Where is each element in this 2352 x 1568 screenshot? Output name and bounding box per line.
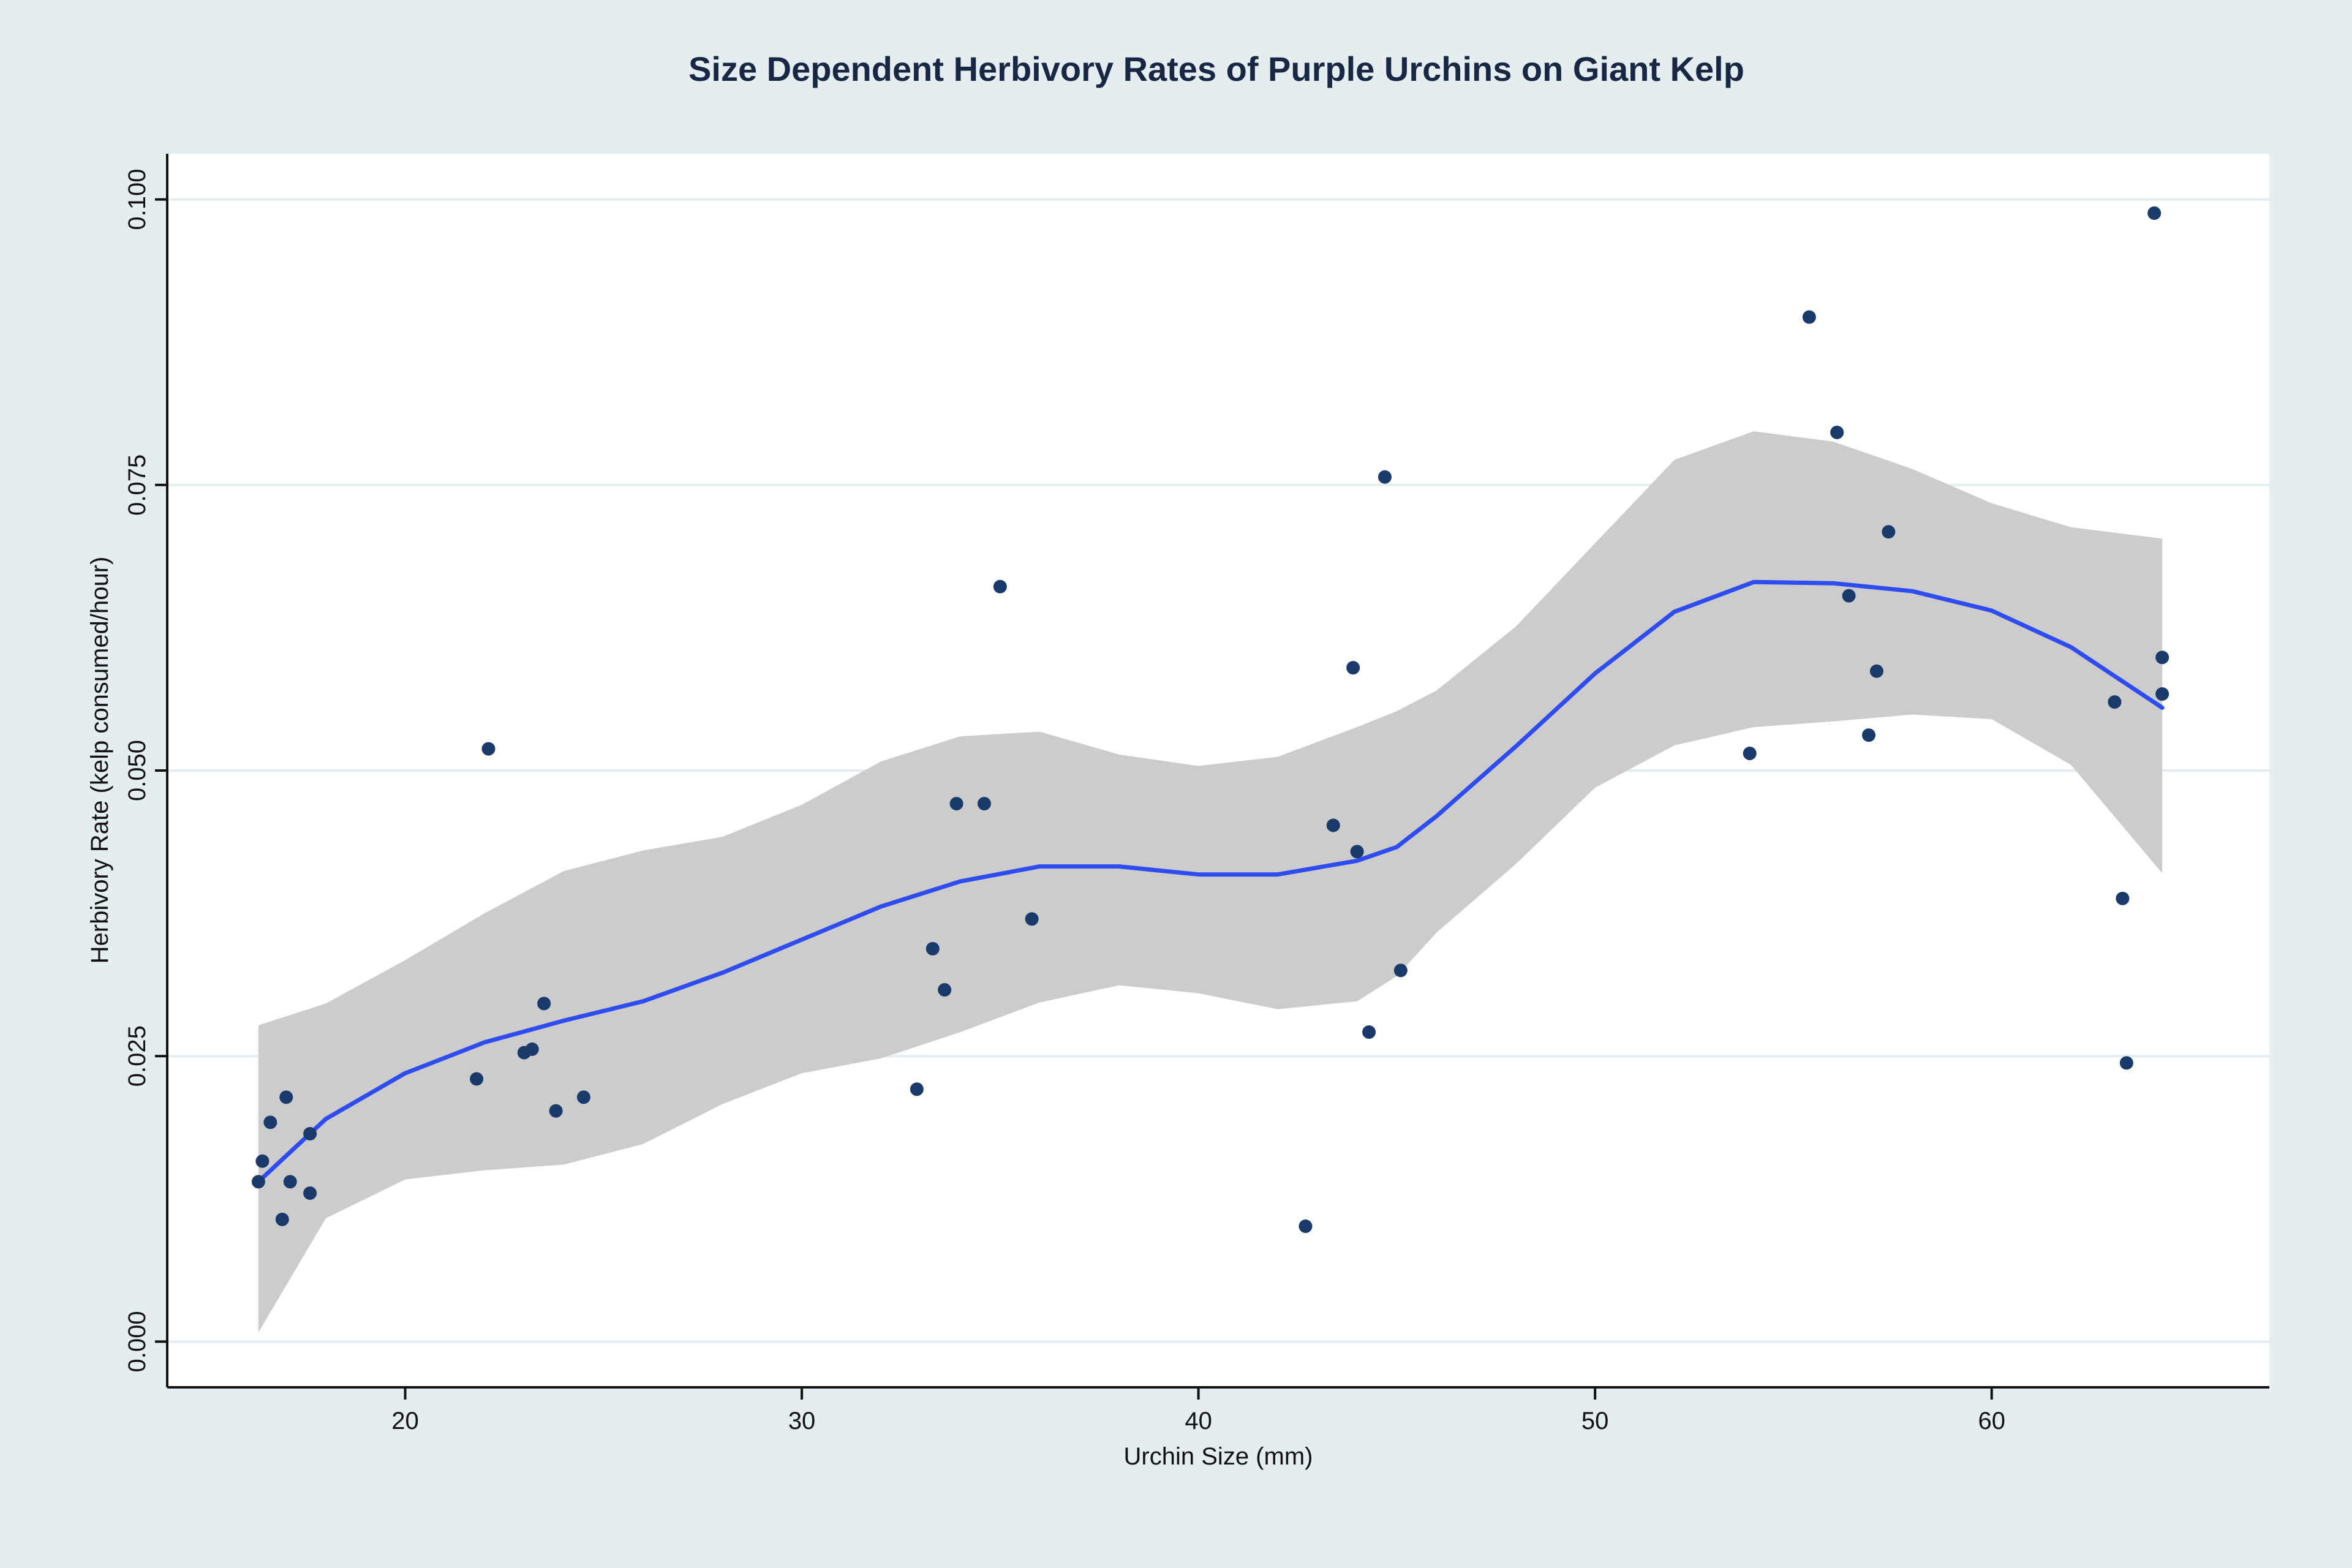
data-point bbox=[1350, 845, 1364, 859]
data-point bbox=[470, 1072, 484, 1086]
data-point bbox=[263, 1115, 277, 1129]
data-point bbox=[1025, 912, 1039, 926]
y-axis-label: Herbivory Rate (kelp consumed/hour) bbox=[86, 557, 113, 964]
data-point bbox=[1326, 818, 1340, 832]
data-point bbox=[925, 941, 940, 956]
x-tick-label: 60 bbox=[1978, 1408, 2005, 1434]
x-tick-label: 30 bbox=[788, 1408, 816, 1434]
x-axis-label: Urchin Size (mm) bbox=[1124, 1443, 1313, 1470]
data-point bbox=[2116, 891, 2130, 905]
x-tick-label: 40 bbox=[1185, 1408, 1212, 1434]
data-point bbox=[303, 1186, 317, 1200]
data-point bbox=[576, 1090, 590, 1104]
data-point bbox=[537, 997, 551, 1011]
data-point bbox=[1362, 1025, 1376, 1039]
data-point bbox=[1298, 1219, 1313, 1234]
data-point bbox=[275, 1212, 289, 1226]
x-axis-ticks: 20 30 40 50 60 bbox=[391, 1387, 2005, 1434]
y-tick-label: 0.100 bbox=[124, 169, 151, 230]
data-point bbox=[525, 1042, 539, 1057]
confidence-band bbox=[258, 431, 2163, 1333]
data-point bbox=[549, 1104, 563, 1118]
data-point bbox=[1743, 747, 1757, 761]
data-point bbox=[2155, 687, 2169, 701]
y-axis-ticks: 0.000 0.025 0.050 0.075 0.100 bbox=[124, 169, 167, 1372]
data-point bbox=[977, 797, 991, 811]
smooth-trend-line bbox=[256, 579, 2165, 1184]
data-point bbox=[910, 1082, 924, 1096]
data-point bbox=[1842, 589, 1856, 603]
x-tick-label: 50 bbox=[1581, 1408, 1609, 1434]
chart-title: Size Dependent Herbivory Rates of Purple… bbox=[688, 50, 1744, 88]
data-point bbox=[1378, 470, 1392, 484]
data-point bbox=[1802, 310, 1816, 324]
data-point bbox=[255, 1154, 270, 1168]
data-point bbox=[2155, 650, 2169, 665]
data-point bbox=[1869, 664, 1883, 678]
x-tick-label: 20 bbox=[391, 1408, 419, 1434]
data-point bbox=[2108, 695, 2122, 709]
data-point bbox=[993, 579, 1007, 594]
data-point bbox=[1882, 525, 1896, 539]
y-tick-label: 0.050 bbox=[124, 740, 151, 801]
data-point bbox=[251, 1175, 265, 1189]
data-point bbox=[2119, 1056, 2133, 1070]
data-point bbox=[283, 1175, 297, 1189]
y-tick-label: 0.075 bbox=[124, 454, 151, 516]
data-point bbox=[481, 742, 496, 756]
data-point bbox=[1861, 728, 1875, 742]
data-point bbox=[279, 1090, 293, 1104]
data-point bbox=[303, 1127, 317, 1141]
data-point bbox=[2147, 206, 2162, 220]
data-point bbox=[938, 983, 952, 997]
data-point bbox=[1393, 963, 1408, 978]
y-tick-label: 0.025 bbox=[124, 1025, 151, 1087]
y-tick-label: 0.000 bbox=[124, 1311, 151, 1372]
data-points bbox=[251, 206, 2169, 1234]
data-point bbox=[1830, 426, 1844, 440]
data-point bbox=[1346, 661, 1360, 675]
data-point bbox=[949, 797, 963, 811]
